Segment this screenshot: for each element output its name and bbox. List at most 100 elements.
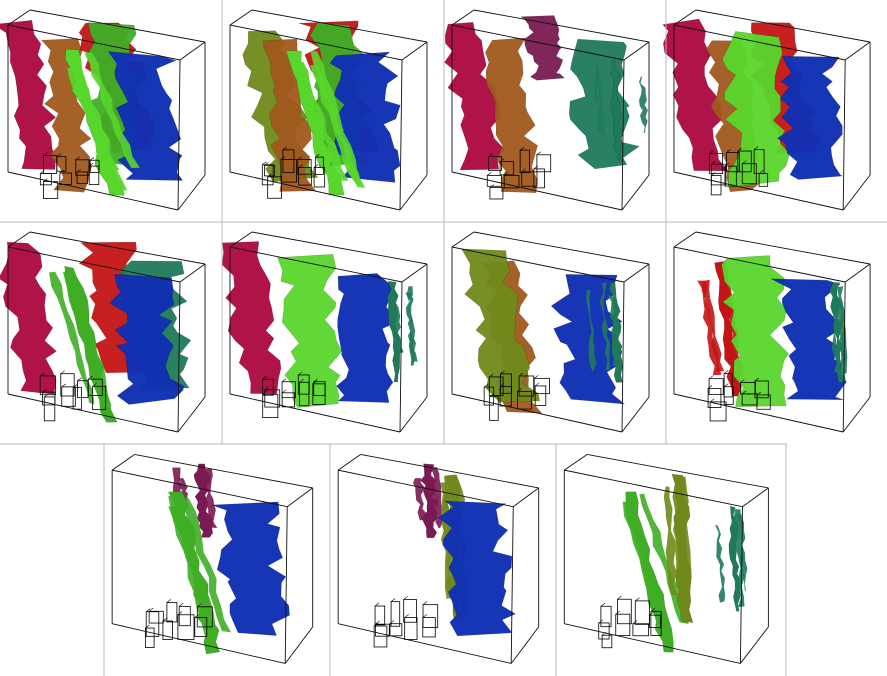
- building-wireframe: [422, 604, 439, 628]
- bounding-box-edge: [7, 9, 31, 26]
- bounding-box-edge: [399, 281, 403, 433]
- plume-filament: [733, 509, 745, 608]
- figure-panel: [0, 9, 206, 211]
- plume-filament: [672, 484, 686, 593]
- figure-panel: [221, 231, 428, 433]
- building-wireframe: [741, 163, 757, 185]
- bounding-box-edge: [621, 281, 625, 433]
- plume-filament: [595, 67, 606, 141]
- bounding-box-edge: [7, 171, 179, 211]
- figure-panel: [229, 9, 428, 211]
- crimson-plume-surface: [0, 241, 57, 395]
- bounding-box-edge: [623, 41, 650, 61]
- building-wireframe: [404, 617, 418, 640]
- building-edge: [598, 619, 604, 624]
- bounding-box-edge: [623, 263, 650, 283]
- building-edge: [534, 382, 540, 387]
- bounding-box-edge: [338, 623, 512, 664]
- building-edge: [390, 598, 396, 602]
- building-wireframe: [61, 386, 76, 407]
- plume-filament: [663, 486, 678, 596]
- building-edge: [708, 375, 714, 379]
- building-edge: [262, 161, 267, 166]
- plume-filament: [735, 514, 748, 592]
- building-wireframe: [374, 605, 386, 626]
- building-edge: [742, 160, 747, 164]
- figure-panel: [337, 454, 540, 664]
- bounding-box-edge: [229, 231, 253, 248]
- building-wireframe: [517, 391, 532, 410]
- bounding-box-edge: [844, 263, 871, 283]
- building-wireframe: [298, 167, 312, 186]
- building-edge: [60, 370, 65, 374]
- building-edge: [422, 614, 428, 618]
- building-edge: [179, 602, 184, 607]
- building-edge: [56, 153, 62, 157]
- bounding-box-edge: [112, 623, 286, 664]
- building-wireframe: [488, 156, 502, 171]
- building-wireframe: [267, 176, 282, 199]
- building-wireframe: [726, 152, 740, 173]
- building-wireframe: [87, 378, 103, 396]
- building-edge: [536, 151, 542, 156]
- building-wireframe: [707, 387, 722, 408]
- building-edge: [650, 607, 656, 612]
- bounding-box-edge: [695, 231, 871, 265]
- olive-plume-surface: [461, 248, 540, 403]
- building-edge: [709, 398, 715, 403]
- plume-filament: [63, 272, 111, 416]
- building-wireframe: [177, 614, 195, 640]
- bounding-box-edge: [673, 231, 697, 248]
- blue-plume-surface: [336, 273, 394, 403]
- building-wireframe: [632, 623, 649, 637]
- bounding-box-edge: [229, 9, 253, 26]
- building-edge: [489, 184, 495, 188]
- building-edge: [297, 156, 302, 160]
- building-edge: [709, 150, 714, 154]
- bounding-box-edge: [251, 9, 428, 43]
- plume-filament: [202, 468, 218, 528]
- building-edge: [75, 156, 80, 161]
- bounding-box-edge: [286, 487, 313, 508]
- plume-filament: [639, 76, 648, 133]
- building-wireframe: [723, 386, 734, 405]
- bounding-box-edge: [842, 396, 871, 433]
- building-edge: [422, 601, 428, 605]
- bounding-box-edge: [401, 263, 428, 283]
- plume-filament: [829, 290, 841, 372]
- building-edge: [88, 375, 93, 380]
- bounding-box-edge: [564, 469, 743, 508]
- purple-plume-surface: [520, 15, 566, 81]
- blue-plume-surface: [437, 500, 516, 637]
- bounding-box-edge: [451, 9, 475, 26]
- building-edge: [280, 156, 286, 160]
- building-edge: [298, 164, 303, 168]
- bounding-box-edge: [399, 396, 428, 433]
- building-wireframe: [536, 154, 552, 173]
- bounding-box-edge: [510, 626, 540, 664]
- bounding-box-edge: [229, 246, 403, 283]
- building-edge: [533, 375, 539, 379]
- building-wireframe: [76, 171, 88, 185]
- building-edge: [262, 376, 267, 380]
- bounding-box-edge: [284, 506, 288, 664]
- bounding-box-edge: [510, 506, 514, 664]
- building-edge: [489, 393, 494, 397]
- building-wireframe: [489, 187, 504, 200]
- plume-filament: [67, 67, 120, 172]
- bounding-box-edge: [673, 24, 846, 61]
- building-edge: [197, 603, 202, 608]
- building-edge: [375, 620, 380, 625]
- figure-panel: [111, 454, 314, 664]
- plume-filament: [84, 52, 140, 169]
- building-edge: [264, 386, 269, 391]
- building-edge: [162, 617, 168, 622]
- bounding-box-edge: [451, 246, 625, 283]
- bounding-box-edge: [399, 59, 403, 211]
- building-wireframe: [375, 623, 390, 637]
- lime-plume-surface: [277, 254, 343, 408]
- plume-filament: [413, 478, 428, 521]
- building-wireframe: [299, 381, 310, 407]
- building-wireframe: [144, 627, 155, 648]
- building-wireframe: [43, 396, 56, 422]
